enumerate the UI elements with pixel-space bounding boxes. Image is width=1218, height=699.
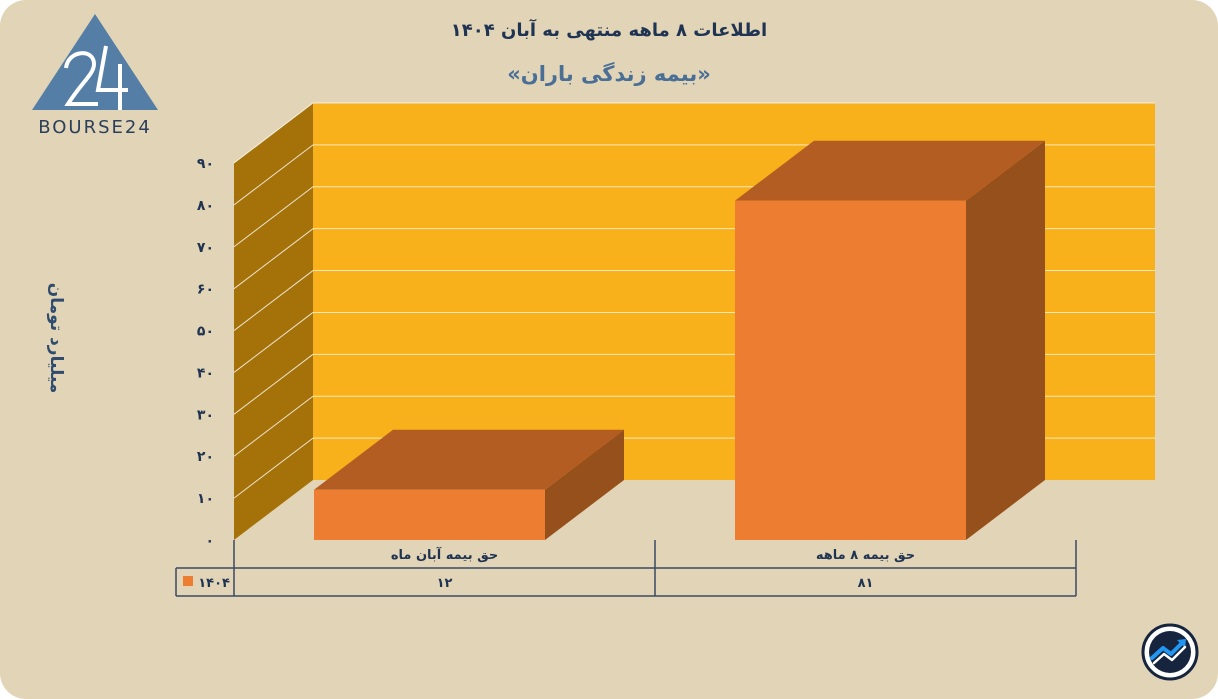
- bar: [314, 429, 624, 540]
- data-label: ۱۲: [437, 576, 453, 591]
- bar-side: [966, 140, 1045, 540]
- y-tick-label: ۶۰: [197, 282, 214, 298]
- y-tick-label: ۹۰: [197, 156, 214, 172]
- y-tick-label: ۱۰: [197, 491, 214, 507]
- legend-label: ۱۴۰۴: [198, 576, 230, 591]
- y-tick-label: ۵۰: [197, 324, 214, 340]
- gridline-side: [233, 312, 314, 373]
- bar-front: [314, 489, 545, 540]
- chart-title: اطلاعات ۸ ماهه منتهی به آبان ۱۴۰۴: [450, 20, 768, 41]
- bar: [735, 140, 1045, 540]
- y-tick-label: ۳۰: [197, 407, 214, 423]
- bourse24-logo-icon: [32, 14, 158, 110]
- logo-text: BOURSE24: [38, 117, 152, 138]
- category-label: حق بیمه آبان ماه: [391, 546, 498, 563]
- gridline-side: [233, 228, 314, 290]
- legend-swatch: [183, 576, 193, 586]
- gridline-side: [233, 102, 314, 164]
- y-tick-label: ۴۰: [197, 365, 214, 381]
- bar-front: [735, 200, 966, 540]
- gridline-side: [233, 186, 314, 248]
- category-label: حق بیمه ۸ ماهه: [816, 548, 915, 563]
- bar-top: [735, 140, 1045, 201]
- y-tick-label: ۸۰: [197, 198, 214, 214]
- chart-subtitle: «بیمه زندگی باران»: [507, 62, 711, 86]
- y-tick-label: ۰: [205, 533, 214, 549]
- gridline-side: [233, 144, 314, 206]
- bar-top: [314, 429, 624, 490]
- gridline-side: [233, 395, 314, 457]
- data-label: ۸۱: [858, 576, 874, 591]
- side-wall: [234, 103, 313, 540]
- gridline-side: [233, 353, 314, 415]
- gridline-side: [233, 270, 314, 331]
- gridline-side: [233, 437, 314, 499]
- trend-arrow-icon: [1141, 623, 1199, 681]
- bar-side: [545, 429, 624, 540]
- y-tick-label: ۷۰: [197, 240, 214, 256]
- y-tick-label: ۲۰: [197, 449, 214, 465]
